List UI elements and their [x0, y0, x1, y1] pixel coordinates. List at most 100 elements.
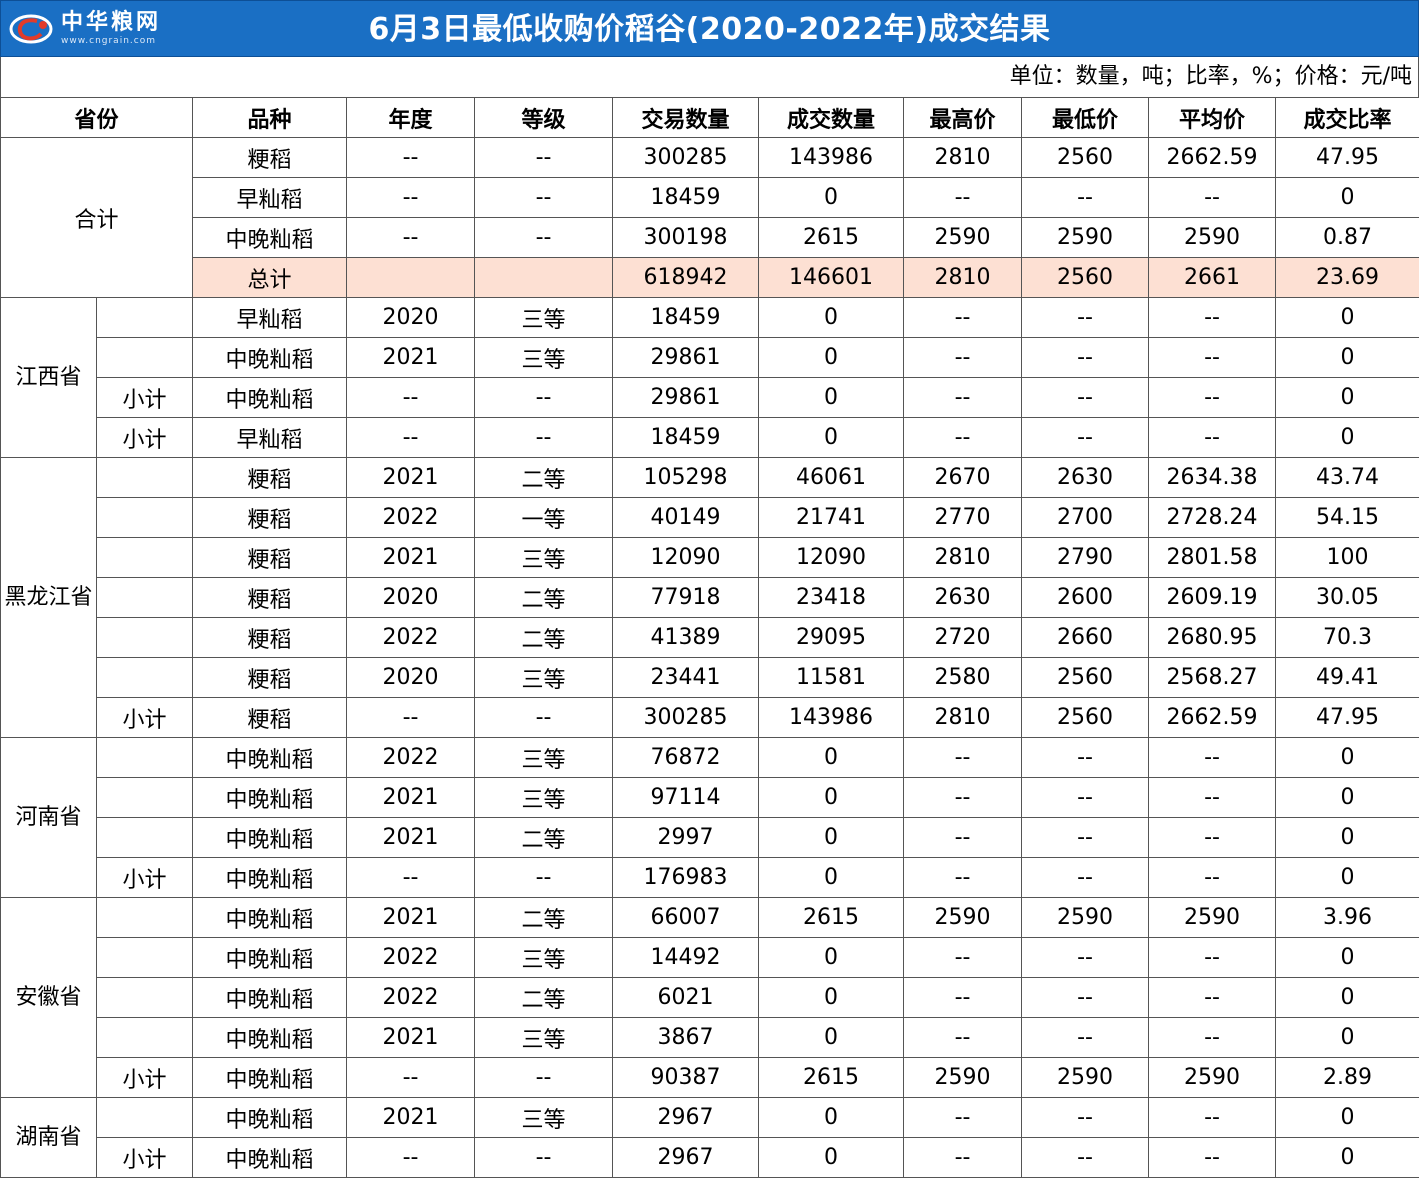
grade-cell: 三等	[474, 937, 614, 978]
max-price-cell: --	[903, 417, 1023, 458]
min-price-cell: 2590	[1021, 217, 1150, 258]
table-header-row: 省份 品种 年度 等级 交易数量 成交数量 最高价 最低价 平均价 成交比率	[0, 97, 1419, 138]
province-cell: 江西省	[0, 297, 97, 458]
deal-qty-cell: 143986	[758, 137, 905, 178]
deal-qty-cell: 0	[758, 737, 905, 778]
year-cell: --	[346, 1057, 476, 1098]
variety-cell: 总计	[192, 257, 348, 298]
min-price-cell: 2560	[1021, 657, 1150, 698]
summary-label: 合计	[0, 137, 194, 298]
grade-cell: 一等	[474, 497, 614, 538]
grade-cell: 三等	[474, 537, 614, 578]
deal-qty-cell: 0	[758, 1097, 905, 1138]
grade-cell: 三等	[474, 297, 614, 338]
max-price-cell: 2590	[903, 1057, 1023, 1098]
logo-url: www.cngrain.com	[61, 36, 156, 46]
variety-cell: 中晚籼稻	[192, 1057, 348, 1098]
grade-cell: --	[474, 217, 614, 258]
variety-cell: 中晚籼稻	[192, 977, 348, 1018]
deal-qty-cell: 2615	[758, 897, 905, 938]
min-price-cell: 2600	[1021, 577, 1150, 618]
avg-price-cell: 2661	[1148, 257, 1277, 298]
avg-price-cell: 2728.24	[1148, 497, 1277, 538]
year-cell: 2021	[346, 337, 476, 378]
min-price-cell: 2790	[1021, 537, 1150, 578]
variety-cell: 粳稻	[192, 537, 348, 578]
min-price-cell: 2630	[1021, 457, 1150, 498]
trade-qty-cell: 2997	[612, 817, 760, 858]
deal-qty-cell: 29095	[758, 617, 905, 658]
trade-qty-cell: 23441	[612, 657, 760, 698]
subtotal-label	[95, 577, 194, 618]
trade-qty-cell: 300198	[612, 217, 760, 258]
max-price-cell: --	[903, 777, 1023, 818]
year-cell: 2022	[346, 617, 476, 658]
min-price-cell: --	[1021, 737, 1150, 778]
trade-qty-cell: 14492	[612, 937, 760, 978]
subtotal-label: 小计	[95, 697, 194, 738]
variety-cell: 中晚籼稻	[192, 1097, 348, 1138]
table-row: 湖南省 中晚籼稻 2021 三等 2967 0 -- -- -- 0	[0, 1097, 1419, 1178]
deal-qty-cell: 146601	[758, 257, 905, 298]
min-price-cell: --	[1021, 377, 1150, 418]
deal-ratio-cell: 23.69	[1275, 257, 1419, 298]
variety-cell: 早籼稻	[192, 297, 348, 338]
subtotal-label	[95, 297, 194, 338]
variety-cell: 中晚籼稻	[192, 337, 348, 378]
grade-cell: 三等	[474, 337, 614, 378]
variety-cell: 粳稻	[192, 657, 348, 698]
table-row: 中晚籼稻 2021 三等 3867 0 -- -- -- 0	[1, 1017, 1419, 1058]
year-cell: 2021	[346, 1017, 476, 1058]
min-price-cell: --	[1021, 1017, 1150, 1058]
table-row: 中晚籼稻 2021 二等 2997 0 -- -- -- 0	[1, 817, 1419, 858]
table-row: 粳稻 2022 一等 40149 21741 2770 2700 2728.24 54.15	[1, 497, 1419, 538]
subtotal-label: 小计	[95, 1137, 194, 1178]
max-price-cell: --	[903, 297, 1023, 338]
grade-cell: 二等	[474, 577, 614, 618]
deal-qty-cell: 2615	[758, 217, 905, 258]
grade-cell: --	[474, 177, 614, 218]
grade-cell: 三等	[474, 1017, 614, 1058]
summary-row: 早籼稻 -- -- 18459 0 -- -- -- 0	[1, 177, 1419, 218]
max-price-cell: 2630	[903, 577, 1023, 618]
year-cell: --	[346, 857, 476, 898]
min-price-cell: 2560	[1021, 697, 1150, 738]
deal-qty-cell: 0	[758, 417, 905, 458]
grand-total-row: 总计 618942 146601 2810 2560 2661 23.69	[1, 257, 1419, 298]
column-header: 最低价	[1021, 97, 1150, 138]
deal-ratio-cell: 0	[1275, 337, 1419, 378]
variety-cell: 粳稻	[192, 137, 348, 178]
min-price-cell: --	[1021, 857, 1150, 898]
province-cell: 河南省	[0, 737, 97, 898]
avg-price-cell: --	[1148, 1097, 1277, 1138]
deal-ratio-cell: 0	[1275, 857, 1419, 898]
grade-cell: 三等	[474, 777, 614, 818]
year-cell: 2020	[346, 577, 476, 618]
table-row: 中晚籼稻 2022 二等 6021 0 -- -- -- 0	[1, 977, 1419, 1018]
variety-cell: 中晚籼稻	[192, 737, 348, 778]
grade-cell	[474, 257, 614, 298]
max-price-cell: 2670	[903, 457, 1023, 498]
table-row: 粳稻 2021 三等 12090 12090 2810 2790 2801.58 100	[1, 537, 1419, 578]
year-cell: --	[346, 137, 476, 178]
trade-qty-cell: 618942	[612, 257, 760, 298]
subtotal-row: 小计 早籼稻 -- -- 18459 0 -- -- -- 0	[1, 417, 1419, 458]
variety-cell: 中晚籼稻	[192, 777, 348, 818]
max-price-cell: 2770	[903, 497, 1023, 538]
subtotal-label	[95, 737, 194, 778]
grade-cell: 三等	[474, 657, 614, 698]
min-price-cell: --	[1021, 297, 1150, 338]
province-cell: 黑龙江省	[0, 457, 97, 738]
max-price-cell: 2590	[903, 217, 1023, 258]
trade-qty-cell: 90387	[612, 1057, 760, 1098]
subtotal-label: 小计	[95, 377, 194, 418]
year-cell: 2022	[346, 737, 476, 778]
grade-cell: 三等	[474, 737, 614, 778]
trade-qty-cell: 29861	[612, 337, 760, 378]
column-header: 最高价	[903, 97, 1023, 138]
deal-qty-cell: 46061	[758, 457, 905, 498]
min-price-cell: 2700	[1021, 497, 1150, 538]
avg-price-cell: --	[1148, 297, 1277, 338]
subtotal-row: 小计 中晚籼稻 -- -- 29861 0 -- -- -- 0	[1, 377, 1419, 418]
page-title: 6月3日最低收购价稻谷(2020-2022年)成交结果	[368, 12, 1051, 47]
